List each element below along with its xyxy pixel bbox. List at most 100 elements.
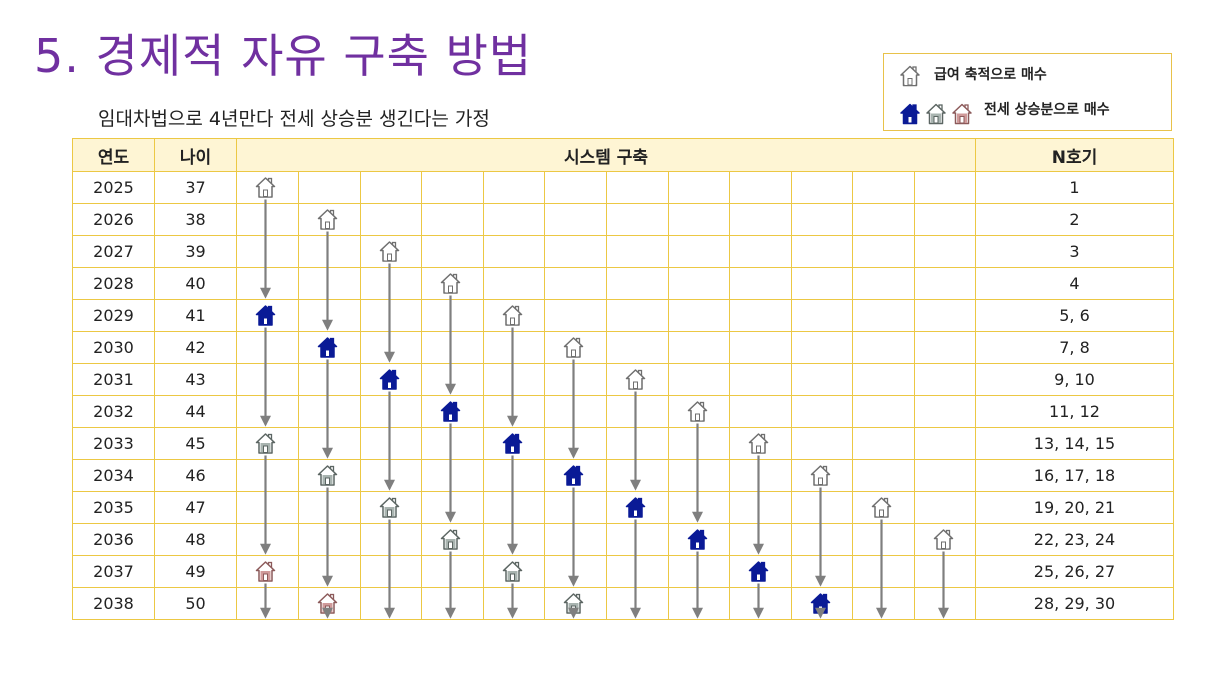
table-row: 2025 37 1: [72, 171, 1174, 204]
system-cell: [483, 395, 545, 428]
system-cell: [298, 171, 361, 204]
n-units-cell: 5, 6: [975, 299, 1174, 332]
year-cell: 2025: [72, 171, 155, 204]
system-cell: [421, 203, 484, 236]
header-n-units: N호기: [975, 138, 1174, 172]
system-cell: [606, 203, 669, 236]
system-cell: [668, 171, 730, 204]
system-cell: [236, 203, 299, 236]
system-cell: [606, 267, 669, 300]
system-cell: [914, 395, 976, 428]
system-cell: [606, 299, 669, 332]
table-row: 2026 38 2: [72, 203, 1174, 236]
n-units-cell: 3: [975, 235, 1174, 268]
system-cell: [298, 363, 361, 396]
age-cell: 43: [154, 363, 237, 396]
table-row: 2038 50 28, 29, 30: [72, 587, 1174, 620]
system-cell: [544, 331, 607, 364]
n-units-cell: 22, 23, 24: [975, 523, 1174, 556]
age-cell: 41: [154, 299, 237, 332]
table-row: 2027 39 3: [72, 235, 1174, 268]
age-cell: 45: [154, 427, 237, 460]
system-cell: [236, 267, 299, 300]
system-cell: [360, 523, 422, 556]
system-cell: [852, 267, 915, 300]
system-cell: [606, 523, 669, 556]
system-cell: [606, 363, 669, 396]
header-age: 나이: [154, 138, 237, 172]
age-cell: 46: [154, 459, 237, 492]
system-cell: [729, 491, 792, 524]
system-cell: [729, 427, 792, 460]
system-cell: [729, 235, 792, 268]
system-cell: [791, 235, 853, 268]
system-cell: [483, 523, 545, 556]
system-cell: [298, 555, 361, 588]
system-cell: [914, 587, 976, 620]
system-cell: [668, 395, 730, 428]
system-cell: [791, 299, 853, 332]
system-cell: [729, 523, 792, 556]
system-cell: [483, 363, 545, 396]
system-cell: [852, 331, 915, 364]
legend-item-salary: 급여 축적으로 매수: [900, 65, 1047, 87]
system-cell: [852, 203, 915, 236]
table-row: 2036 48 22, 23, 24: [72, 523, 1174, 556]
system-cell: [360, 555, 422, 588]
system-cell: [421, 587, 484, 620]
system-cell: [914, 299, 976, 332]
house-outline-icon: [900, 65, 920, 87]
system-cell: [360, 363, 422, 396]
system-cell: [791, 587, 853, 620]
system-cell: [606, 491, 669, 524]
n-units-cell: 28, 29, 30: [975, 587, 1174, 620]
system-cell: [360, 267, 422, 300]
system-cell: [236, 235, 299, 268]
system-cell: [852, 491, 915, 524]
system-cell: [236, 491, 299, 524]
system-cell: [914, 363, 976, 396]
age-cell: 40: [154, 267, 237, 300]
year-cell: 2034: [72, 459, 155, 492]
system-cell: [791, 363, 853, 396]
system-cell: [668, 427, 730, 460]
age-cell: 48: [154, 523, 237, 556]
system-cell: [606, 171, 669, 204]
system-cell: [668, 235, 730, 268]
table-header-row: 연도 나이 시스템 구축 N호기: [72, 138, 1174, 172]
system-cell: [544, 299, 607, 332]
system-cell: [360, 395, 422, 428]
system-cell: [914, 331, 976, 364]
system-cell: [852, 587, 915, 620]
system-cell: [298, 459, 361, 492]
system-cell: [483, 459, 545, 492]
table-row: 2033 45 13, 14, 15: [72, 427, 1174, 460]
age-cell: 44: [154, 395, 237, 428]
system-cell: [544, 395, 607, 428]
system-cell: [421, 363, 484, 396]
system-cell: [298, 587, 361, 620]
system-cell: [298, 203, 361, 236]
system-cell: [421, 267, 484, 300]
year-cell: 2029: [72, 299, 155, 332]
system-cell: [852, 235, 915, 268]
system-cell: [421, 491, 484, 524]
system-cell: [298, 427, 361, 460]
system-cell: [298, 235, 361, 268]
year-cell: 2033: [72, 427, 155, 460]
age-cell: 47: [154, 491, 237, 524]
system-cell: [483, 427, 545, 460]
system-cell: [483, 331, 545, 364]
system-cell: [544, 171, 607, 204]
year-cell: 2036: [72, 523, 155, 556]
system-cell: [544, 555, 607, 588]
system-cell: [483, 555, 545, 588]
house-gray-icon: [926, 103, 946, 125]
system-cell: [360, 427, 422, 460]
system-cell: [606, 395, 669, 428]
n-units-cell: 25, 26, 27: [975, 555, 1174, 588]
system-cell: [668, 491, 730, 524]
schedule-table: 연도 나이 시스템 구축 N호기 2025 37 1 2026 38 2 2027 39 3 20…: [72, 138, 1174, 620]
system-cell: [236, 427, 299, 460]
system-cell: [236, 331, 299, 364]
